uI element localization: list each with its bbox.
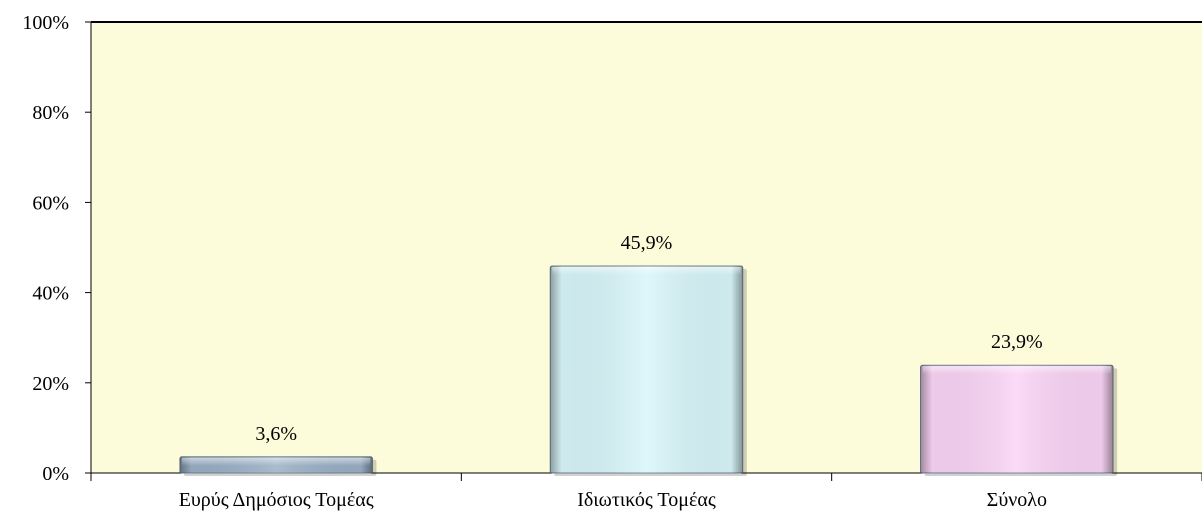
y-tick-label: 100% [22, 12, 69, 34]
data-label: 23,9% [991, 331, 1043, 353]
data-label: 3,6% [255, 423, 297, 445]
y-axis: 0% 20% 40% 60% 80% 100% [22, 12, 92, 485]
y-tick-label: 80% [32, 102, 69, 124]
data-labels: 3,6% 45,9% 23,9% [255, 232, 1042, 445]
y-tick-label: 0% [42, 463, 69, 485]
bars [179, 265, 1118, 476]
bar-bevel [550, 265, 743, 473]
bar-bevel [920, 365, 1114, 473]
bar [549, 265, 747, 476]
x-tick-label: Ευρύς Δημόσιος Τομέας [179, 489, 374, 511]
bar [920, 364, 1118, 476]
x-axis: Ευρύς Δημόσιος Τομέας Ιδιωτικός Τομέας Σύν… [90, 472, 1202, 511]
data-label: 45,9% [621, 232, 673, 254]
bar-highlight [922, 366, 1112, 375]
bar [179, 456, 377, 476]
bar-highlight [181, 457, 371, 466]
y-tick-label: 60% [32, 192, 69, 214]
x-tick-label: Ιδιωτικός Τομέας [577, 489, 716, 511]
x-tick-label: Σύνολο [987, 489, 1047, 511]
y-tick-label: 40% [32, 283, 69, 305]
y-tick-label: 20% [32, 373, 69, 395]
bar-highlight [552, 266, 741, 275]
